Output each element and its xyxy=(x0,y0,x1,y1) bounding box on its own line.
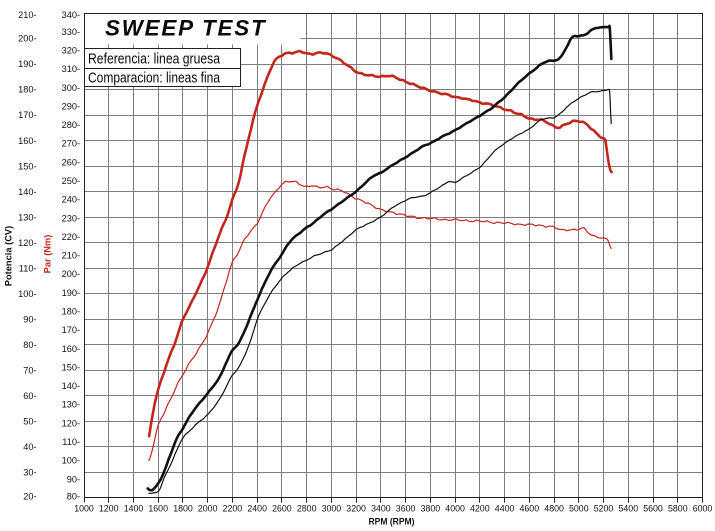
svg-text:290-: 290- xyxy=(62,101,80,111)
svg-text:2200: 2200 xyxy=(223,504,243,514)
svg-text:70-: 70- xyxy=(23,365,36,375)
svg-text:3200: 3200 xyxy=(346,504,366,514)
svg-text:140-: 140- xyxy=(18,187,36,197)
svg-text:Potencia (CV): Potencia (CV) xyxy=(4,226,14,286)
svg-text:210-: 210- xyxy=(62,251,80,261)
svg-text:190-: 190- xyxy=(62,288,80,298)
svg-text:4800: 4800 xyxy=(544,504,564,514)
svg-text:Comparacion: lineas fina: Comparacion: lineas fina xyxy=(88,69,221,86)
svg-text:330-: 330- xyxy=(62,27,80,37)
svg-text:310-: 310- xyxy=(62,64,80,74)
svg-text:300-: 300- xyxy=(62,83,80,93)
svg-text:50-: 50- xyxy=(23,416,36,426)
svg-text:6000: 6000 xyxy=(693,504,713,514)
svg-text:120-: 120- xyxy=(18,238,36,248)
svg-text:150-: 150- xyxy=(62,362,80,372)
svg-text:RPM (RPM): RPM (RPM) xyxy=(369,517,415,527)
svg-text:120-: 120- xyxy=(62,418,80,428)
svg-text:1200: 1200 xyxy=(99,504,119,514)
svg-text:110-: 110- xyxy=(62,437,80,447)
svg-text:250-: 250- xyxy=(62,176,80,186)
svg-text:260-: 260- xyxy=(62,157,80,167)
svg-text:100-: 100- xyxy=(62,456,80,466)
svg-text:2800: 2800 xyxy=(297,504,317,514)
svg-text:80-: 80- xyxy=(23,340,36,350)
svg-text:80-: 80- xyxy=(67,491,80,501)
svg-text:270-: 270- xyxy=(62,139,80,149)
svg-text:3000: 3000 xyxy=(322,504,342,514)
svg-text:1000: 1000 xyxy=(74,504,94,514)
svg-text:3600: 3600 xyxy=(396,504,416,514)
svg-text:180-: 180- xyxy=(18,85,36,95)
svg-text:2000: 2000 xyxy=(198,504,218,514)
svg-text:200-: 200- xyxy=(18,34,36,44)
svg-text:4000: 4000 xyxy=(445,504,465,514)
svg-text:200-: 200- xyxy=(62,269,80,279)
svg-text:170-: 170- xyxy=(62,325,80,335)
svg-text:Par (Nm): Par (Nm) xyxy=(43,235,53,274)
svg-text:2400: 2400 xyxy=(247,504,267,514)
svg-text:2600: 2600 xyxy=(272,504,292,514)
svg-text:5600: 5600 xyxy=(643,504,663,514)
svg-text:190-: 190- xyxy=(18,59,36,69)
svg-text:140-: 140- xyxy=(62,381,80,391)
svg-text:4200: 4200 xyxy=(470,504,490,514)
svg-text:130-: 130- xyxy=(18,212,36,222)
svg-text:100-: 100- xyxy=(18,289,36,299)
svg-text:340-: 340- xyxy=(62,10,80,20)
svg-text:170-: 170- xyxy=(18,110,36,120)
svg-text:20-: 20- xyxy=(23,491,36,501)
svg-text:4400: 4400 xyxy=(495,504,515,514)
svg-text:90-: 90- xyxy=(67,474,80,484)
svg-text:1600: 1600 xyxy=(148,504,168,514)
svg-text:Referencia: linea gruesa: Referencia: linea gruesa xyxy=(88,50,221,67)
svg-text:320-: 320- xyxy=(62,46,80,56)
svg-text:60-: 60- xyxy=(23,391,36,401)
svg-text:1400: 1400 xyxy=(124,504,144,514)
svg-text:3400: 3400 xyxy=(371,504,391,514)
svg-text:5400: 5400 xyxy=(619,504,639,514)
svg-text:4600: 4600 xyxy=(520,504,540,514)
svg-text:150-: 150- xyxy=(18,161,36,171)
svg-text:1800: 1800 xyxy=(173,504,193,514)
svg-text:5200: 5200 xyxy=(594,504,614,514)
svg-text:210-: 210- xyxy=(18,10,36,20)
svg-text:220-: 220- xyxy=(62,232,80,242)
svg-text:30-: 30- xyxy=(23,467,36,477)
svg-text:160-: 160- xyxy=(18,136,36,146)
svg-text:3800: 3800 xyxy=(421,504,441,514)
svg-text:40-: 40- xyxy=(23,442,36,452)
svg-text:160-: 160- xyxy=(62,344,80,354)
svg-text:SWEEP TEST: SWEEP TEST xyxy=(105,16,267,41)
svg-text:130-: 130- xyxy=(62,400,80,410)
svg-text:230-: 230- xyxy=(62,213,80,223)
svg-text:280-: 280- xyxy=(62,120,80,130)
svg-text:90-: 90- xyxy=(23,314,36,324)
svg-text:5800: 5800 xyxy=(668,504,688,514)
svg-text:240-: 240- xyxy=(62,195,80,205)
svg-text:110-: 110- xyxy=(19,263,37,273)
svg-text:180-: 180- xyxy=(62,307,80,317)
svg-text:5000: 5000 xyxy=(569,504,589,514)
